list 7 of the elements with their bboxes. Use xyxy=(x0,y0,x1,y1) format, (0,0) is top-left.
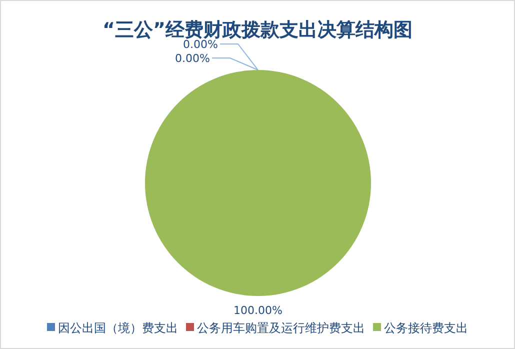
chart-title: “三公”经费财政拨款支出决算结构图 xyxy=(102,19,412,41)
text: 0.00% xyxy=(183,38,218,51)
text: 0.00% xyxy=(175,52,210,65)
legend-label: 公务用车购置及运行维护费支出 xyxy=(197,321,365,335)
legend-label: 公务接待费支出 xyxy=(384,321,468,335)
legend-label: 因公出国（境）费支出 xyxy=(58,321,178,335)
data-label: 100.00% xyxy=(234,304,282,317)
